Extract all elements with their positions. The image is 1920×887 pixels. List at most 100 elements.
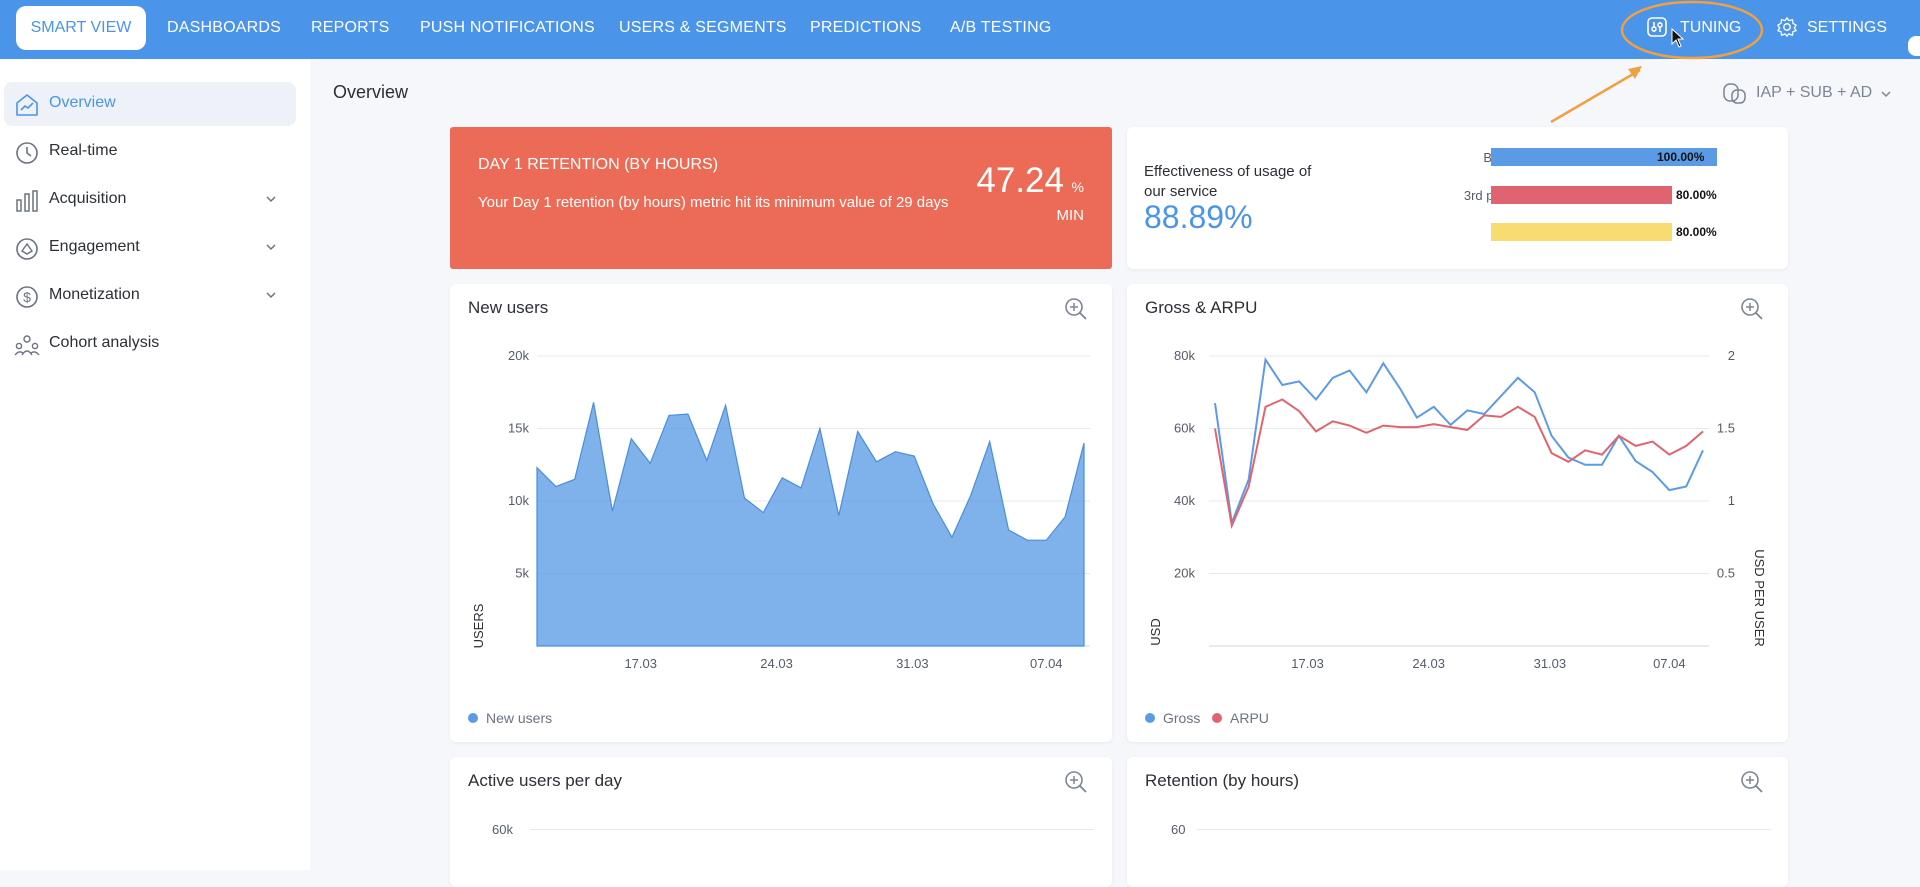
alert-unit: % bbox=[1071, 179, 1084, 195]
x-tick-label: 31.03 bbox=[896, 656, 929, 671]
zoom-in-icon[interactable] bbox=[1739, 296, 1765, 322]
x-tick-label: 07.04 bbox=[1653, 656, 1686, 671]
y-axis-label: USD bbox=[1148, 618, 1163, 645]
sidebar-item-label: Overview bbox=[49, 94, 116, 111]
y2-tick-label: 2 bbox=[1728, 348, 1735, 363]
legend-label: ARPU bbox=[1230, 710, 1269, 726]
y-tick-label: 5k bbox=[515, 566, 529, 581]
overview-icon bbox=[16, 94, 38, 116]
bar-value-3rd-party: 80.00% bbox=[1676, 188, 1717, 202]
page-title: Overview bbox=[333, 82, 409, 102]
cohort-icon bbox=[14, 335, 40, 356]
alert-title: DAY 1 RETENTION (BY HOURS) bbox=[478, 156, 719, 173]
annotation-arrow bbox=[1550, 66, 1642, 124]
legend-dot bbox=[1212, 713, 1222, 723]
card-title: Retention (by hours) bbox=[1145, 771, 1300, 790]
sidebar-item-engagement[interactable]: Engagement bbox=[4, 226, 296, 270]
panel-handle[interactable] bbox=[1908, 36, 1920, 56]
revenue-filter-label: IAP + SUB + AD bbox=[1756, 84, 1873, 101]
zoom-in-icon[interactable] bbox=[1063, 296, 1089, 322]
new-users-card: New users 20k 15k 10k 5k 17.03 24.03 31.03 07.0… bbox=[450, 284, 1112, 742]
legend-label: New users bbox=[486, 710, 553, 726]
legend-arpu[interactable]: ARPU bbox=[1212, 710, 1269, 726]
tuning-highlight-ellipse bbox=[1620, 0, 1764, 60]
series-line-arpu bbox=[1214, 398, 1704, 530]
gridline bbox=[1197, 829, 1771, 830]
y2-tick-label: 0.5 bbox=[1717, 566, 1735, 581]
active-users-card: Active users per day 60k bbox=[450, 757, 1112, 887]
y-tick-label: 20k bbox=[1174, 566, 1195, 581]
cursor-icon bbox=[1671, 28, 1685, 48]
nav-users-segments[interactable]: USERS & SEGMENTS bbox=[619, 19, 787, 36]
dollar-icon: $ bbox=[16, 286, 38, 308]
card-title: Active users per day bbox=[468, 771, 623, 790]
bar-value-basic: 100.00% bbox=[1657, 150, 1705, 164]
coins-icon bbox=[1723, 83, 1746, 104]
y-tick-label: 40k bbox=[1174, 493, 1195, 508]
top-navigation-bar: SMART VIEW DASHBOARDS REPORTS PUSH NOTIF… bbox=[0, 0, 1920, 60]
y2-tick-label: 1 bbox=[1728, 493, 1735, 508]
sidebar-item-monetization[interactable]: $ Monetization bbox=[4, 274, 296, 318]
x-tick-label: 17.03 bbox=[1291, 656, 1324, 671]
y-tick-label: 60k bbox=[1174, 421, 1195, 436]
nav-dashboards[interactable]: DASHBOARDS bbox=[167, 19, 282, 36]
bar-3rd-party bbox=[1491, 186, 1672, 204]
alert-value: 47.24 bbox=[976, 161, 1064, 200]
chevron-down-icon[interactable] bbox=[264, 288, 278, 302]
tuning-label: TUNING bbox=[1680, 19, 1742, 36]
sidebar-item-label: Acquisition bbox=[49, 190, 127, 207]
card-title: New users bbox=[468, 298, 549, 317]
new-users-area bbox=[536, 402, 1085, 647]
y-tick-label: 20k bbox=[508, 348, 529, 363]
retention-alert-card[interactable]: DAY 1 RETENTION (BY HOURS) Your Day 1 re… bbox=[450, 127, 1112, 269]
effectiveness-label: Effectiveness of usage of our service bbox=[1144, 163, 1312, 200]
zoom-in-icon[interactable] bbox=[1063, 769, 1089, 795]
gross-arpu-chart: 80k 2 60k 1.5 40k 1 20k 0.5 17.03 24.03 31.03 07.04… bbox=[1148, 348, 1767, 671]
sidebar-item-cohort-analysis[interactable]: Cohort analysis bbox=[4, 322, 296, 366]
effectiveness-value: 88.89% bbox=[1144, 199, 1253, 235]
bar-chart-icon bbox=[16, 190, 38, 212]
sidebar-item-label: Monetization bbox=[49, 286, 140, 303]
gear-icon bbox=[1777, 17, 1797, 37]
sidebar-item-overview[interactable]: Overview bbox=[4, 82, 296, 126]
svg-text:$: $ bbox=[23, 289, 31, 305]
y-tick-label: 60k bbox=[492, 822, 513, 837]
clock-icon bbox=[16, 142, 38, 164]
legend-gross[interactable]: Gross bbox=[1145, 710, 1200, 726]
nav-predictions[interactable]: PREDICTIONS bbox=[810, 19, 922, 36]
y-tick-label: 60 bbox=[1171, 822, 1186, 837]
sidebar-item-acquisition[interactable]: Acquisition bbox=[4, 178, 296, 222]
retention-card: Retention (by hours) 60 bbox=[1127, 757, 1788, 887]
sidebar-item-real-time[interactable]: Real-time bbox=[4, 130, 296, 174]
legend-label: Gross bbox=[1163, 710, 1201, 726]
x-tick-label: 17.03 bbox=[624, 656, 657, 671]
y2-axis-label: USD PER USER bbox=[1752, 549, 1767, 647]
sidebar-item-label: Engagement bbox=[49, 238, 140, 255]
legend-new-users[interactable]: New users bbox=[468, 710, 552, 726]
nav-reports[interactable]: REPORTS bbox=[311, 19, 390, 36]
gridline bbox=[530, 829, 1094, 830]
settings-label: SETTINGS bbox=[1807, 19, 1888, 36]
legend-dot bbox=[1145, 713, 1155, 723]
alert-min-tag: MIN bbox=[1056, 207, 1085, 224]
y-tick-label: 10k bbox=[508, 493, 529, 508]
y2-tick-label: 1.5 bbox=[1717, 421, 1735, 436]
x-tick-label: 24.03 bbox=[760, 656, 793, 671]
legend-dot bbox=[468, 713, 478, 723]
nav-push-notifications[interactable]: PUSH NOTIFICATIONS bbox=[420, 19, 595, 36]
y-tick-label: 80k bbox=[1174, 348, 1195, 363]
zoom-in-icon[interactable] bbox=[1739, 769, 1765, 795]
new-users-chart: 20k 15k 10k 5k 17.03 24.03 31.03 07.04 USERS bbox=[471, 348, 1090, 671]
chevron-down-icon[interactable] bbox=[264, 240, 278, 254]
bar-basic bbox=[1491, 148, 1717, 166]
sidebar-item-label: Real-time bbox=[49, 142, 118, 159]
series-line-gross bbox=[1214, 356, 1704, 527]
y-tick-label: 15k bbox=[508, 421, 529, 436]
sidebar: Overview Real-time Acquisition Engagemen… bbox=[0, 59, 310, 870]
chevron-down-icon[interactable] bbox=[264, 192, 278, 206]
engagement-icon bbox=[16, 238, 38, 260]
nav-ab-testing[interactable]: A/B TESTING bbox=[950, 19, 1052, 36]
chevron-down-icon bbox=[1881, 91, 1891, 98]
nav-smart-view[interactable]: SMART VIEW bbox=[16, 6, 146, 50]
card-title: Gross & ARPU bbox=[1145, 298, 1258, 317]
